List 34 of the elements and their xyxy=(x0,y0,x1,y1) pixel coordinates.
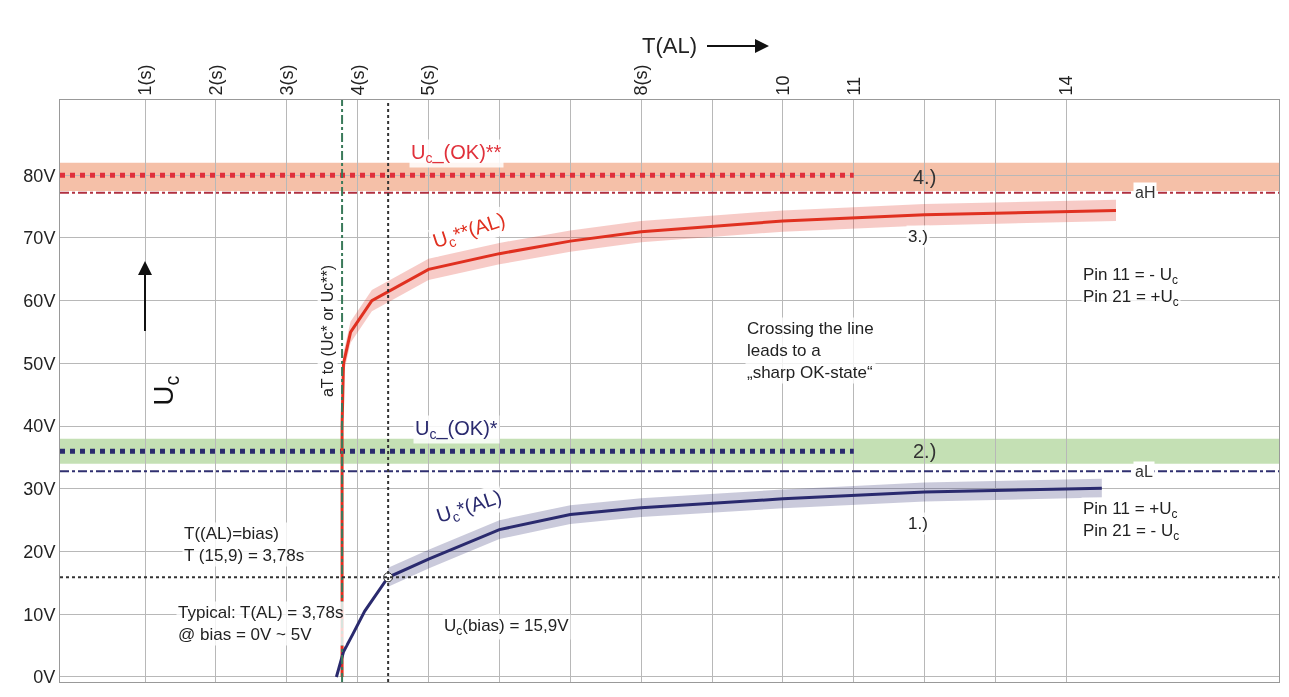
x-tick-label: 8(s) xyxy=(631,64,651,96)
x-tick-label: 1(s) xyxy=(134,64,155,96)
ref-line-label: aL xyxy=(1135,463,1153,480)
y-tick-label: 10V xyxy=(23,604,56,625)
x-tick-label: 14 xyxy=(1056,75,1077,96)
annotation: Typical: T(AL) = 3,78s @ bias = 0V ~ 5V xyxy=(178,603,344,645)
annotation: Pin 11 = +U$_{c}$ Pin 21 = - U$_{c}$ xyxy=(1083,499,1180,543)
annotation: T((AL)=bias) T (15,9) = 3,78s xyxy=(184,524,305,566)
series-label: U$_{c}$_(OK)* xyxy=(415,417,498,443)
y-tick-label: 20V xyxy=(23,541,56,562)
x-axis-title: T(AL) xyxy=(642,33,697,59)
x-tick-label: 10 xyxy=(772,75,793,96)
y-tick-label: 0V xyxy=(33,667,56,688)
x-tick-label: 11 xyxy=(843,76,864,96)
band-label: 4.) xyxy=(913,166,937,188)
x-tick-label: 3(s) xyxy=(276,64,297,96)
x-tick-label: 4(s) xyxy=(347,64,368,96)
y-tick-label: 30V xyxy=(23,479,56,500)
x-tick-label: 5(s) xyxy=(418,64,439,96)
annotation: 1.) xyxy=(908,514,928,533)
y-tick-label: 70V xyxy=(23,228,56,249)
y-tick-label: 60V xyxy=(23,290,56,311)
y-tick-label: 50V xyxy=(23,353,56,374)
annotation: 3.) xyxy=(908,227,928,246)
ref-line-label: aH xyxy=(1135,184,1156,201)
y-tick-label: 80V xyxy=(23,165,56,186)
annotation: U$_{c}$(bias) = 15,9V xyxy=(444,616,570,638)
band-label: 2.) xyxy=(913,440,937,462)
annotation: Pin 11 = - U$_{c}$ Pin 21 = +U$_{c}$ xyxy=(1083,265,1179,309)
annotation: Crossing the line leads to a „sharp OK-state“ xyxy=(747,319,874,383)
y-tick-label: 40V xyxy=(23,416,56,437)
x-tick-label: 2(s) xyxy=(205,64,226,96)
series-label: U$_{c}$_(OK)** xyxy=(411,141,502,167)
ref-line-label: aT to (Uc* or Uc**) xyxy=(319,264,337,398)
